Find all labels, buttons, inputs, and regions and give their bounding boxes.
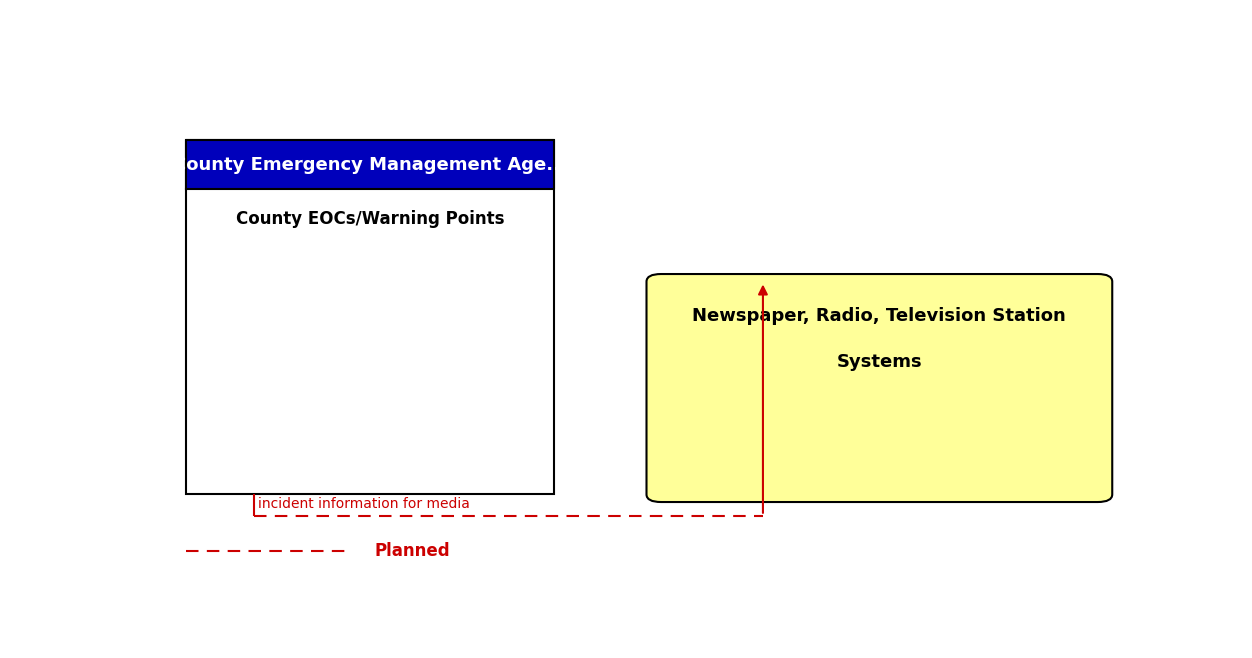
Text: incident information for media: incident information for media	[258, 497, 471, 511]
FancyBboxPatch shape	[185, 139, 555, 190]
FancyBboxPatch shape	[646, 274, 1112, 502]
Text: Systems: Systems	[836, 353, 923, 370]
Text: Planned: Planned	[374, 542, 451, 560]
Text: County EOCs/Warning Points: County EOCs/Warning Points	[235, 210, 505, 228]
Text: County Emergency Management Age...: County Emergency Management Age...	[173, 155, 567, 174]
Text: Newspaper, Radio, Television Station: Newspaper, Radio, Television Station	[692, 307, 1067, 325]
FancyBboxPatch shape	[185, 139, 555, 494]
